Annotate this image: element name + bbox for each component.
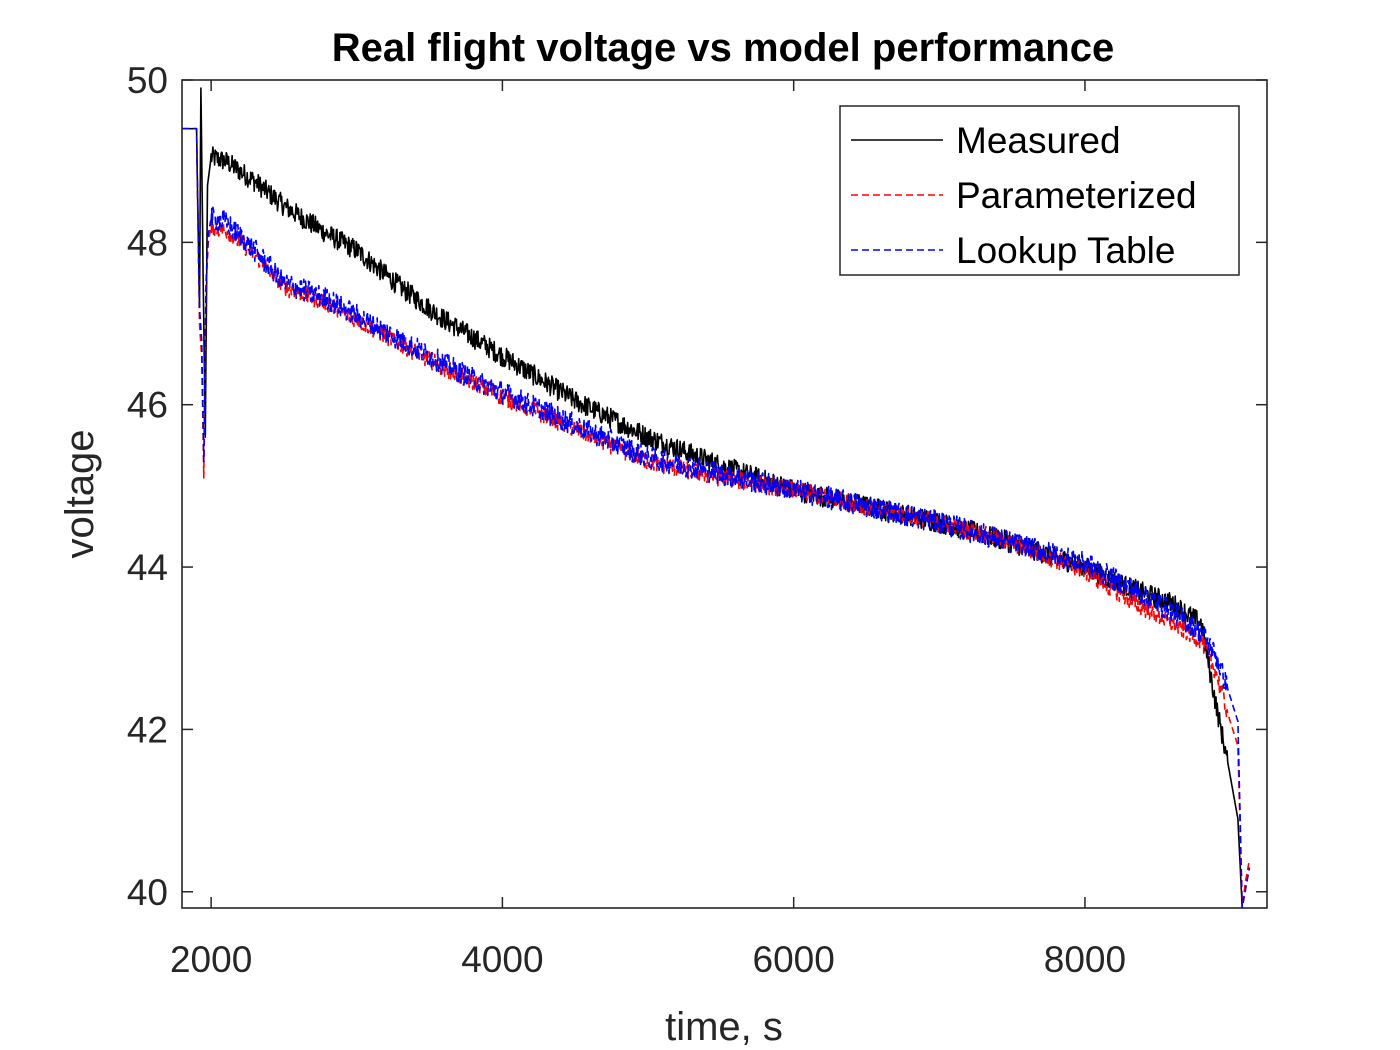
- legend-label-2: Lookup Table: [956, 230, 1175, 271]
- series-group: [182, 87, 1251, 908]
- y-tick-label: 48: [127, 222, 168, 263]
- y-tick-label: 44: [127, 547, 168, 588]
- chart-title: Real flight voltage vs model performance: [332, 26, 1114, 70]
- axis-ticks: 2000 4000 6000 8000 40 42 44 46 48 50: [127, 60, 1267, 980]
- x-tick-label: 2000: [170, 939, 252, 980]
- legend-entries: Measured Parameterized Lookup Table: [851, 120, 1197, 271]
- x-tick-label: 4000: [461, 939, 543, 980]
- x-axis-label: time, s: [665, 1005, 783, 1049]
- y-axis-label: voltage: [58, 430, 102, 559]
- series-line-2: [182, 127, 1251, 908]
- legend-label-0: Measured: [956, 120, 1121, 161]
- legend-box: [839, 105, 1240, 276]
- plot-area: [182, 87, 1251, 908]
- series-line-0: [182, 87, 1243, 908]
- x-tick-label: 6000: [753, 939, 835, 980]
- y-tick-label: 42: [127, 709, 168, 750]
- y-tick-label: 46: [127, 385, 168, 426]
- legend: Measured Parameterized Lookup Table: [839, 105, 1240, 276]
- y-tick-label: 40: [127, 872, 168, 913]
- plot-frame: [181, 79, 1268, 909]
- y-tick-label: 50: [127, 60, 168, 101]
- x-tick-label: 8000: [1044, 939, 1126, 980]
- legend-label-1: Parameterized: [956, 175, 1197, 216]
